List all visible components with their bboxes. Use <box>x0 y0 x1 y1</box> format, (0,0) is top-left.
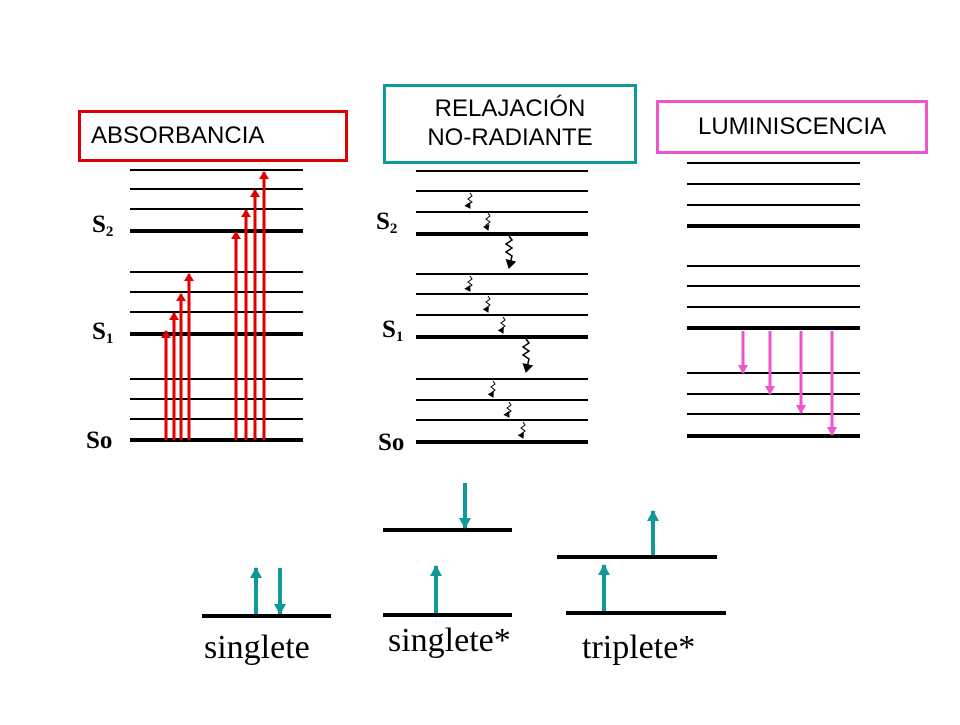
luminiscencia-levels <box>687 162 860 438</box>
absorbancia-s1-label: S1 <box>92 318 114 347</box>
relajacion-s2-label: S2 <box>376 208 398 237</box>
singlete-state <box>202 567 331 618</box>
luminescence-arrows <box>738 331 837 436</box>
relajacion-so-label: So <box>378 429 405 456</box>
absorbancia-title-box: ABSORBANCIA <box>78 110 348 162</box>
relaxation-arrows <box>464 192 534 439</box>
singlete-label: singlete <box>204 629 310 666</box>
triplete-excited-label: triplete* <box>582 629 696 666</box>
absorption-arrows <box>161 171 269 440</box>
triplete-excited-state <box>557 510 726 615</box>
absorbancia-panel <box>130 169 303 442</box>
relajacion-title-line2: NO-RADIANTE <box>427 124 593 151</box>
absorbancia-levels <box>130 169 303 442</box>
singlete-excited-label: singlete* <box>388 622 511 659</box>
luminiscencia-title: LUMINISCENCIA <box>697 112 887 140</box>
luminiscencia-title-box: LUMINISCENCIA <box>656 100 928 154</box>
relajacion-title-line1: RELAJACIÓN <box>434 95 586 123</box>
absorbancia-title: ABSORBANCIA <box>91 121 265 149</box>
relajacion-s1-label: S1 <box>382 316 404 345</box>
relajacion-panel <box>416 170 588 444</box>
relajacion-title-box: RELAJACIÓN NO-RADIANTE <box>383 84 637 164</box>
relajacion-levels <box>416 170 588 444</box>
singlete-excited-state <box>383 483 512 617</box>
luminiscencia-panel <box>687 162 860 438</box>
absorbancia-s2-label: S2 <box>92 211 114 240</box>
absorbancia-so-label: So <box>86 427 113 454</box>
